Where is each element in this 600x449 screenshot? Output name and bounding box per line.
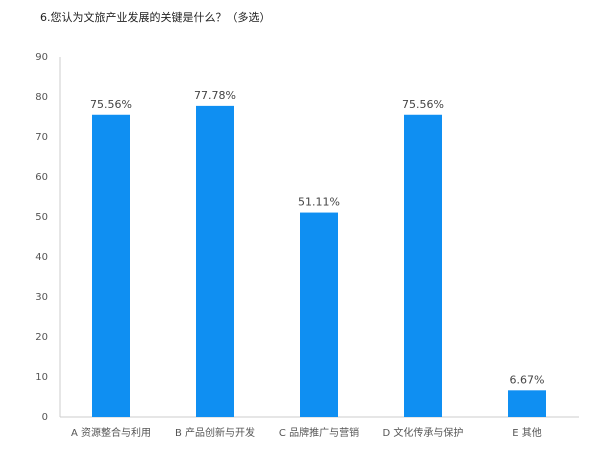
bar — [300, 212, 338, 417]
bar — [92, 114, 130, 417]
y-tick-label: 60 — [35, 172, 48, 183]
y-tick-label: 70 — [35, 132, 48, 143]
bar — [508, 390, 546, 417]
y-tick-label: 90 — [35, 52, 48, 63]
value-label: 51.11% — [298, 196, 340, 209]
bar — [404, 114, 442, 417]
x-tick-label: C 品牌推广与营销 — [279, 426, 359, 439]
value-label: 75.56% — [90, 98, 132, 111]
x-tick-label: E 其他 — [512, 426, 542, 439]
x-tick-label: D 文化传承与保护 — [383, 426, 464, 439]
value-label: 6.67% — [510, 373, 545, 386]
y-tick-label: 50 — [35, 212, 48, 223]
value-label: 77.78% — [194, 89, 236, 102]
value-label: 75.56% — [402, 98, 444, 111]
y-tick-label: 20 — [35, 332, 48, 343]
y-tick-label: 10 — [35, 372, 48, 383]
x-tick-label: A 资源整合与利用 — [71, 426, 151, 439]
y-tick-label: 40 — [35, 252, 48, 263]
y-tick-label: 30 — [35, 292, 48, 303]
chart-title: 6.您认为文旅产业发展的关键是什么？（多选） — [40, 10, 271, 24]
bar — [196, 105, 234, 417]
y-tick-label: 0 — [42, 412, 48, 423]
x-tick-label: B 产品创新与开发 — [175, 426, 255, 439]
y-tick-label: 80 — [35, 92, 48, 103]
